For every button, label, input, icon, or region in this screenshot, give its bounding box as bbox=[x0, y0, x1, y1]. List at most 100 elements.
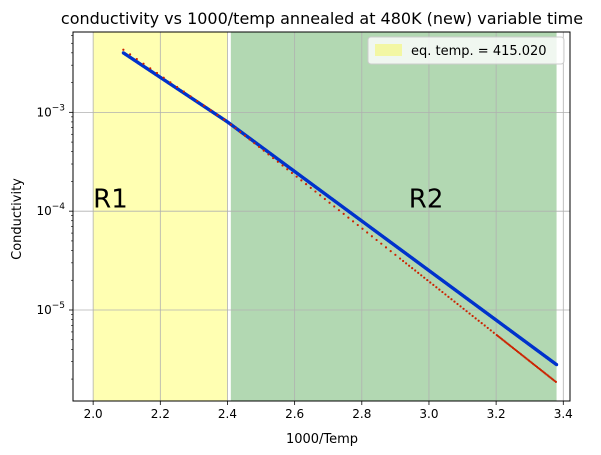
x-tick-label: 2.0 bbox=[84, 407, 103, 421]
data-point bbox=[351, 220, 355, 223]
data-point bbox=[432, 283, 435, 286]
data-point bbox=[423, 276, 426, 279]
legend: eq. temp. = 415.020 bbox=[367, 36, 565, 65]
data-point bbox=[281, 164, 284, 167]
x-axis-label: 1000/Temp bbox=[286, 432, 358, 447]
data-point bbox=[408, 264, 411, 267]
data-point bbox=[290, 171, 294, 175]
region-label-r2: R2 bbox=[409, 184, 444, 214]
data-point bbox=[420, 274, 423, 277]
y-tick-label: 10−5 bbox=[36, 301, 65, 317]
data-point bbox=[149, 67, 152, 70]
data-point bbox=[394, 253, 397, 256]
data-point bbox=[468, 312, 471, 315]
data-point bbox=[276, 160, 279, 163]
data-point bbox=[234, 127, 237, 130]
data-point bbox=[319, 194, 322, 197]
data-point bbox=[361, 227, 364, 230]
data-point bbox=[411, 267, 414, 270]
data-point bbox=[216, 113, 219, 117]
data-point bbox=[347, 216, 350, 219]
data-point bbox=[441, 290, 444, 294]
x-axis-ticks: 2.0 2.2 2.4 2.6 2.8 3.0 3.2 3.4 bbox=[84, 401, 573, 421]
data-point bbox=[196, 99, 199, 103]
region-labels: R1 R2 bbox=[93, 184, 443, 214]
data-point bbox=[176, 85, 179, 89]
data-point bbox=[370, 235, 373, 238]
data-point bbox=[465, 310, 468, 313]
data-point bbox=[486, 326, 489, 330]
data-point bbox=[342, 212, 345, 215]
data-point bbox=[182, 90, 185, 93]
data-point bbox=[389, 250, 392, 253]
data-point bbox=[450, 298, 453, 301]
data-point bbox=[480, 322, 483, 325]
data-point bbox=[323, 197, 326, 201]
plot-area: R1 R2 bbox=[73, 32, 570, 401]
data-point bbox=[366, 231, 369, 234]
data-point bbox=[489, 329, 492, 332]
data-point bbox=[380, 242, 383, 245]
grid-lines bbox=[73, 32, 570, 401]
data-point bbox=[122, 48, 125, 51]
data-point bbox=[248, 138, 251, 141]
data-point bbox=[398, 257, 402, 260]
legend-swatch bbox=[375, 44, 402, 56]
data-point bbox=[375, 238, 378, 242]
data-point bbox=[135, 57, 138, 61]
legend-box bbox=[367, 36, 565, 65]
data-point bbox=[356, 223, 359, 227]
data-point bbox=[142, 62, 145, 65]
data-point bbox=[429, 281, 432, 284]
y-tick-label: 10−4 bbox=[36, 202, 65, 218]
data-point bbox=[262, 149, 265, 152]
data-point bbox=[189, 95, 192, 98]
data-point bbox=[471, 314, 474, 318]
data-point bbox=[405, 262, 408, 265]
data-point bbox=[435, 286, 438, 289]
data-point bbox=[554, 380, 557, 383]
data-point bbox=[162, 76, 165, 79]
data-point bbox=[337, 209, 341, 212]
x-tick-label: 2.8 bbox=[352, 407, 371, 421]
data-point bbox=[314, 190, 317, 193]
regions bbox=[93, 32, 557, 401]
region-label-r1: R1 bbox=[93, 184, 128, 214]
x-tick-label: 3.2 bbox=[487, 407, 506, 421]
data-point bbox=[474, 317, 477, 320]
data-point bbox=[309, 186, 312, 189]
series-1 bbox=[122, 48, 557, 383]
data-point bbox=[128, 53, 132, 56]
plot-frame bbox=[72, 31, 571, 402]
data-point bbox=[272, 156, 275, 160]
data-point bbox=[459, 305, 462, 308]
data-point bbox=[402, 259, 405, 263]
data-point bbox=[477, 319, 480, 322]
data-point bbox=[202, 104, 206, 107]
data-point bbox=[300, 179, 303, 182]
chart-title: conductivity vs 1000/temp annealed at 48… bbox=[61, 9, 583, 28]
data-point bbox=[243, 134, 247, 137]
data-point bbox=[169, 81, 172, 84]
data-point bbox=[209, 109, 212, 112]
x-tick-label: 2.2 bbox=[151, 407, 170, 421]
y-axis-ticks: 10−5 10−4 10−3 bbox=[36, 35, 73, 380]
data-point bbox=[253, 142, 256, 145]
data-point bbox=[295, 175, 298, 178]
x-tick-label: 3.4 bbox=[554, 407, 573, 421]
data-point bbox=[456, 302, 459, 306]
x-tick-label: 2.4 bbox=[218, 407, 237, 421]
data-point bbox=[426, 278, 429, 282]
y-tick-label: 10−3 bbox=[36, 103, 65, 119]
data-point bbox=[239, 130, 242, 134]
data-point bbox=[444, 293, 447, 296]
data-point bbox=[304, 183, 308, 186]
x-tick-label: 2.6 bbox=[285, 407, 304, 421]
data-point bbox=[554, 363, 559, 367]
data-point bbox=[384, 246, 388, 249]
data-point bbox=[447, 295, 450, 298]
data-point bbox=[267, 153, 270, 156]
data-series bbox=[121, 48, 559, 383]
data-point bbox=[438, 288, 441, 291]
